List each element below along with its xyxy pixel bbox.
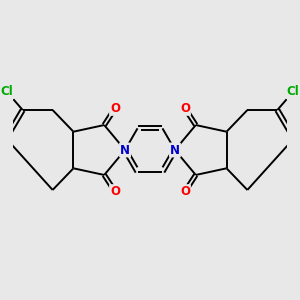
Text: Cl: Cl (287, 85, 299, 98)
Text: O: O (110, 102, 120, 115)
Text: N: N (120, 143, 130, 157)
Text: O: O (110, 185, 120, 198)
Text: N: N (170, 143, 180, 157)
Text: O: O (180, 102, 190, 115)
Text: Cl: Cl (1, 85, 13, 98)
Text: O: O (180, 185, 190, 198)
